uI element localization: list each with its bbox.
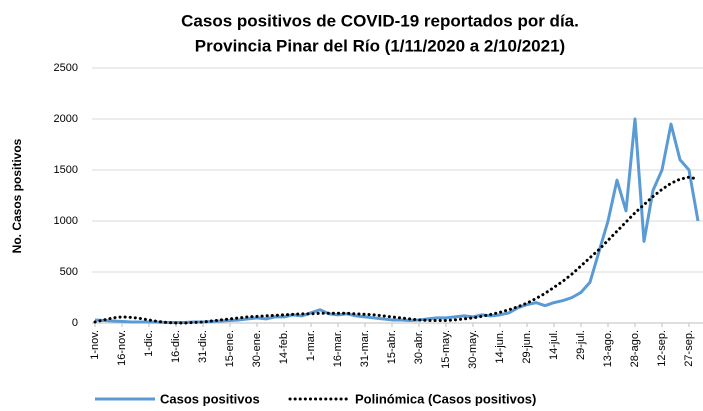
x-tick-label: 29-jun. — [521, 330, 533, 364]
x-tick-label: 16-mar. — [332, 330, 344, 367]
y-tick-label: 1000 — [54, 215, 78, 227]
x-tick-label: 29-jul. — [575, 330, 587, 360]
x-tick-label: 27-sep. — [683, 330, 695, 367]
x-tick-label: 14-jul. — [548, 330, 560, 360]
y-tick-label: 500 — [60, 266, 78, 278]
x-tick-label: 15-may. — [440, 330, 452, 369]
x-tick-label: 28-ago. — [629, 330, 641, 367]
chart-title: Provincia Pinar del Río (1/11/2020 a 2/1… — [195, 36, 565, 55]
x-tick-label: 30-abr. — [413, 330, 425, 364]
x-tick-label: 31-dic. — [197, 330, 209, 363]
legend-label: Casos positivos — [160, 391, 260, 406]
x-tick-label: 1-dic. — [143, 330, 155, 357]
x-tick-label: 30-ene. — [251, 330, 263, 367]
x-tick-label: 15-ene. — [224, 330, 236, 367]
y-tick-label: 1500 — [54, 164, 78, 176]
x-tick-label: 30-may. — [467, 330, 479, 369]
x-tick-label: 16-nov. — [116, 330, 128, 366]
x-tick-label: 14-feb. — [278, 330, 290, 364]
x-tick-label: 15-abr. — [386, 330, 398, 364]
x-tick-label: 1-mar. — [305, 330, 317, 361]
y-axis-title: No. Casos positivos — [10, 138, 24, 253]
legend-label: Polinómica (Casos positivos) — [355, 391, 536, 406]
series-line — [93, 175, 700, 325]
chart-title: Casos positivos de COVID-19 reportados p… — [181, 11, 579, 30]
y-tick-label: 2500 — [54, 62, 78, 74]
y-tick-label: 0 — [72, 317, 78, 329]
x-tick-label: 12-sep. — [656, 330, 668, 367]
y-tick-label: 2000 — [54, 113, 78, 125]
x-tick-label: 16-dic. — [170, 330, 182, 363]
x-tick-label: 1-nov. — [89, 330, 101, 360]
x-tick-label: 13-ago. — [602, 330, 614, 367]
x-tick-label: 14-jun. — [494, 330, 506, 364]
x-tick-label: 31-mar. — [359, 330, 371, 367]
